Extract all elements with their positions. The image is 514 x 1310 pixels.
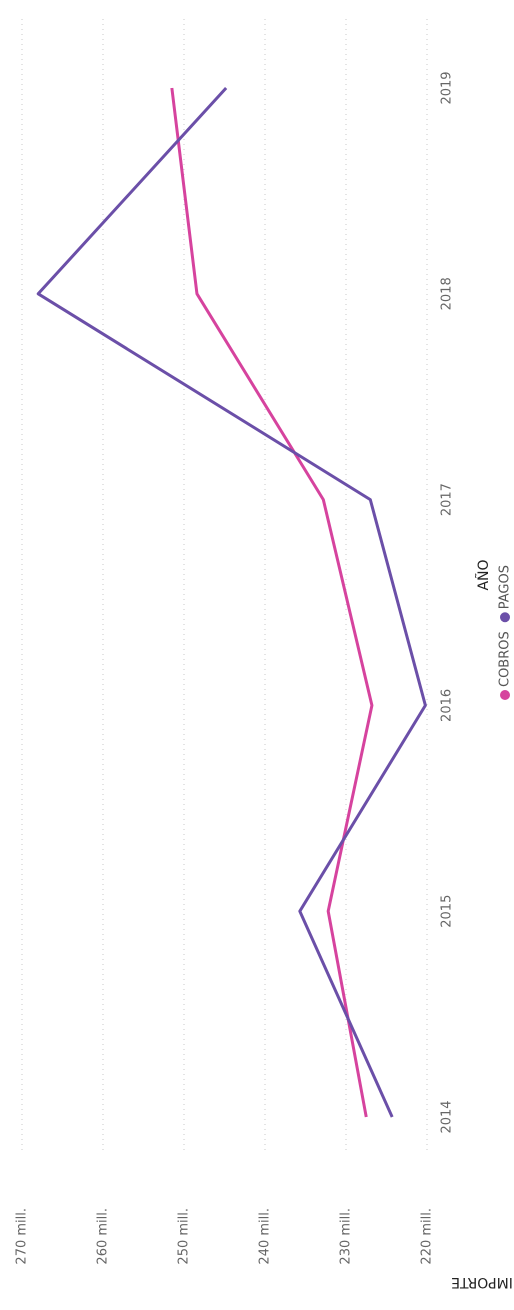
y-tick-label: 270 mill. [15,1208,30,1265]
y-tick-label: 260 mill. [96,1208,111,1265]
y-axis-title: IMPORTE [451,1274,513,1290]
x-tick-label: 2015 [440,895,455,928]
y-tick-label: 230 mill. [339,1208,354,1265]
y-tick-label: 240 mill. [258,1208,273,1265]
legend-swatch [500,690,510,700]
x-tick-label: 2017 [440,483,455,516]
y-tick-label: 250 mill. [177,1208,192,1265]
legend-swatch [500,612,510,623]
x-tick-label: 2019 [440,71,455,104]
y-tick-label: 220 mill. [420,1208,435,1265]
legend-label: PAGOS [498,565,513,609]
rotated-chart: AÑO IMPORTE 220 mill. 230 mill. 240 mill. 2… [15,15,513,1290]
line-series [36,86,427,1118]
x-axis-title: AÑO [475,559,492,590]
line-series [170,87,374,1118]
legend-label: COBROS [498,631,513,687]
x-tick-label: 2014 [440,1100,455,1133]
x-tick-label: 2016 [440,689,455,722]
x-tick-label: 2018 [440,277,455,310]
